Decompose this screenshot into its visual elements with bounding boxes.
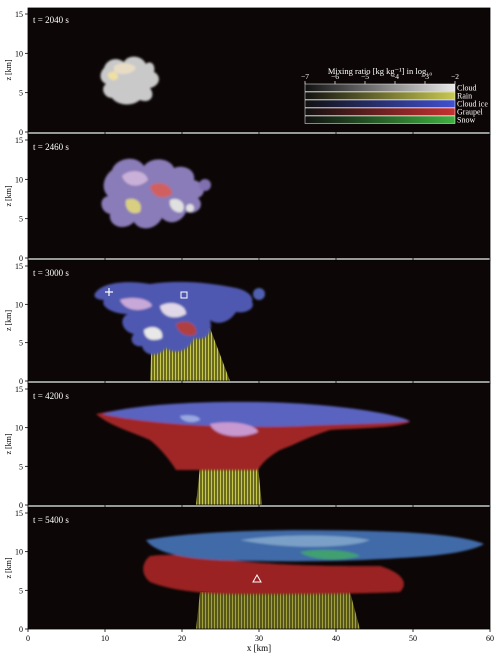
colorbar-species-label: Rain	[457, 92, 472, 101]
colorbar-legend: Mixing ratio [kg kg⁻¹] in log₁₀ −7 −6 −5 −4…	[301, 66, 488, 125]
y-tick-label: 5	[19, 215, 23, 224]
x-axis-label: x [km]	[247, 643, 271, 653]
colorbar-species-label: Graupel	[457, 108, 484, 117]
x-tick-label: 10	[101, 634, 109, 643]
panel-1: t = 2460 s	[28, 134, 490, 258]
panel-3: t = 4200 s	[28, 383, 490, 505]
colorbar-bar	[304, 99, 456, 108]
y-tick-label: 15	[15, 10, 23, 19]
cloud-shape	[100, 56, 159, 105]
y-tick-label: 0	[19, 128, 23, 137]
x-tick-label: 20	[178, 634, 186, 643]
cloud-shape	[96, 401, 410, 470]
panel-0: t = 2040 s	[28, 8, 490, 132]
colorbar-species-label: Cloud ice	[457, 100, 488, 109]
cloud-shape	[101, 158, 211, 229]
y-tick-label: 0	[19, 501, 23, 510]
colorbar-tick-label: −6	[331, 72, 339, 81]
colorbar-species-label: Cloud	[457, 84, 477, 93]
y-tick-label: 5	[19, 339, 23, 348]
colorbar-tick-label: −5	[361, 72, 369, 81]
y-axis-label: z [km]	[4, 185, 13, 206]
cloud-shape	[94, 281, 265, 355]
axes-layer: 0 5 10 15 z [km] 0 5 10 15 z [km] 0 5 10 15 z [km] 0 5 10…	[4, 7, 494, 643]
plus-marker	[105, 288, 113, 296]
y-axis-label: z [km]	[4, 557, 13, 578]
y-tick-label: 5	[19, 89, 23, 98]
time-label: t = 2460 s	[33, 142, 69, 152]
colorbar-bar	[304, 91, 456, 100]
colorbar-tick-label: −7	[301, 72, 309, 81]
y-tick-label: 10	[15, 175, 23, 184]
rain-shaft	[196, 592, 360, 629]
x-tick-label: 0	[26, 634, 30, 643]
y-tick-label: 10	[15, 49, 23, 58]
time-label: t = 5400 s	[33, 515, 69, 525]
y-tick-label: 15	[15, 136, 23, 145]
x-tick-label: 40	[332, 634, 340, 643]
y-tick-label: 10	[15, 300, 23, 309]
y-tick-label: 15	[15, 262, 23, 271]
x-tick-label: 50	[409, 634, 417, 643]
panel-2: t = 3000 s	[28, 260, 490, 381]
y-tick-label: 0	[19, 377, 23, 386]
cloud-shape	[143, 530, 484, 594]
rain-shaft	[196, 466, 262, 505]
y-axis-label: z [km]	[4, 59, 13, 80]
colorbar-tick-label: −3	[421, 72, 429, 81]
colorbar-bar	[304, 107, 456, 116]
y-tick-label: 15	[15, 509, 23, 518]
y-axis-label: z [km]	[4, 310, 13, 331]
y-tick-label: 5	[19, 586, 23, 595]
colorbar-species-label: Snow	[457, 116, 475, 125]
time-label: t = 2040 s	[33, 15, 69, 25]
triangle-marker	[252, 573, 262, 583]
x-tick-label: 30	[255, 634, 263, 643]
y-tick-label: 15	[15, 385, 23, 394]
colorbar-title: Mixing ratio [kg kg⁻¹] in log₁₀	[328, 66, 432, 76]
colorbar-ticks: −7 −6 −5 −4 −3 −2	[301, 72, 459, 84]
y-tick-label: 0	[19, 625, 23, 634]
y-tick-label: 0	[19, 254, 23, 263]
square-marker	[180, 291, 188, 299]
y-tick-label: 5	[19, 462, 23, 471]
y-tick-label: 10	[15, 548, 23, 557]
colorbar-tick-label: −2	[451, 72, 459, 81]
y-axis-label: z [km]	[4, 433, 13, 454]
x-tick-label: 60	[486, 634, 494, 643]
colorbar-bar	[304, 115, 456, 124]
colorbar-bar	[304, 83, 456, 92]
time-label: t = 3000 s	[33, 268, 69, 278]
y-tick-label: 10	[15, 424, 23, 433]
panel-4: t = 5400 s	[28, 507, 490, 629]
time-label: t = 4200 s	[33, 391, 69, 401]
colorbar-tick-label: −4	[391, 72, 399, 81]
